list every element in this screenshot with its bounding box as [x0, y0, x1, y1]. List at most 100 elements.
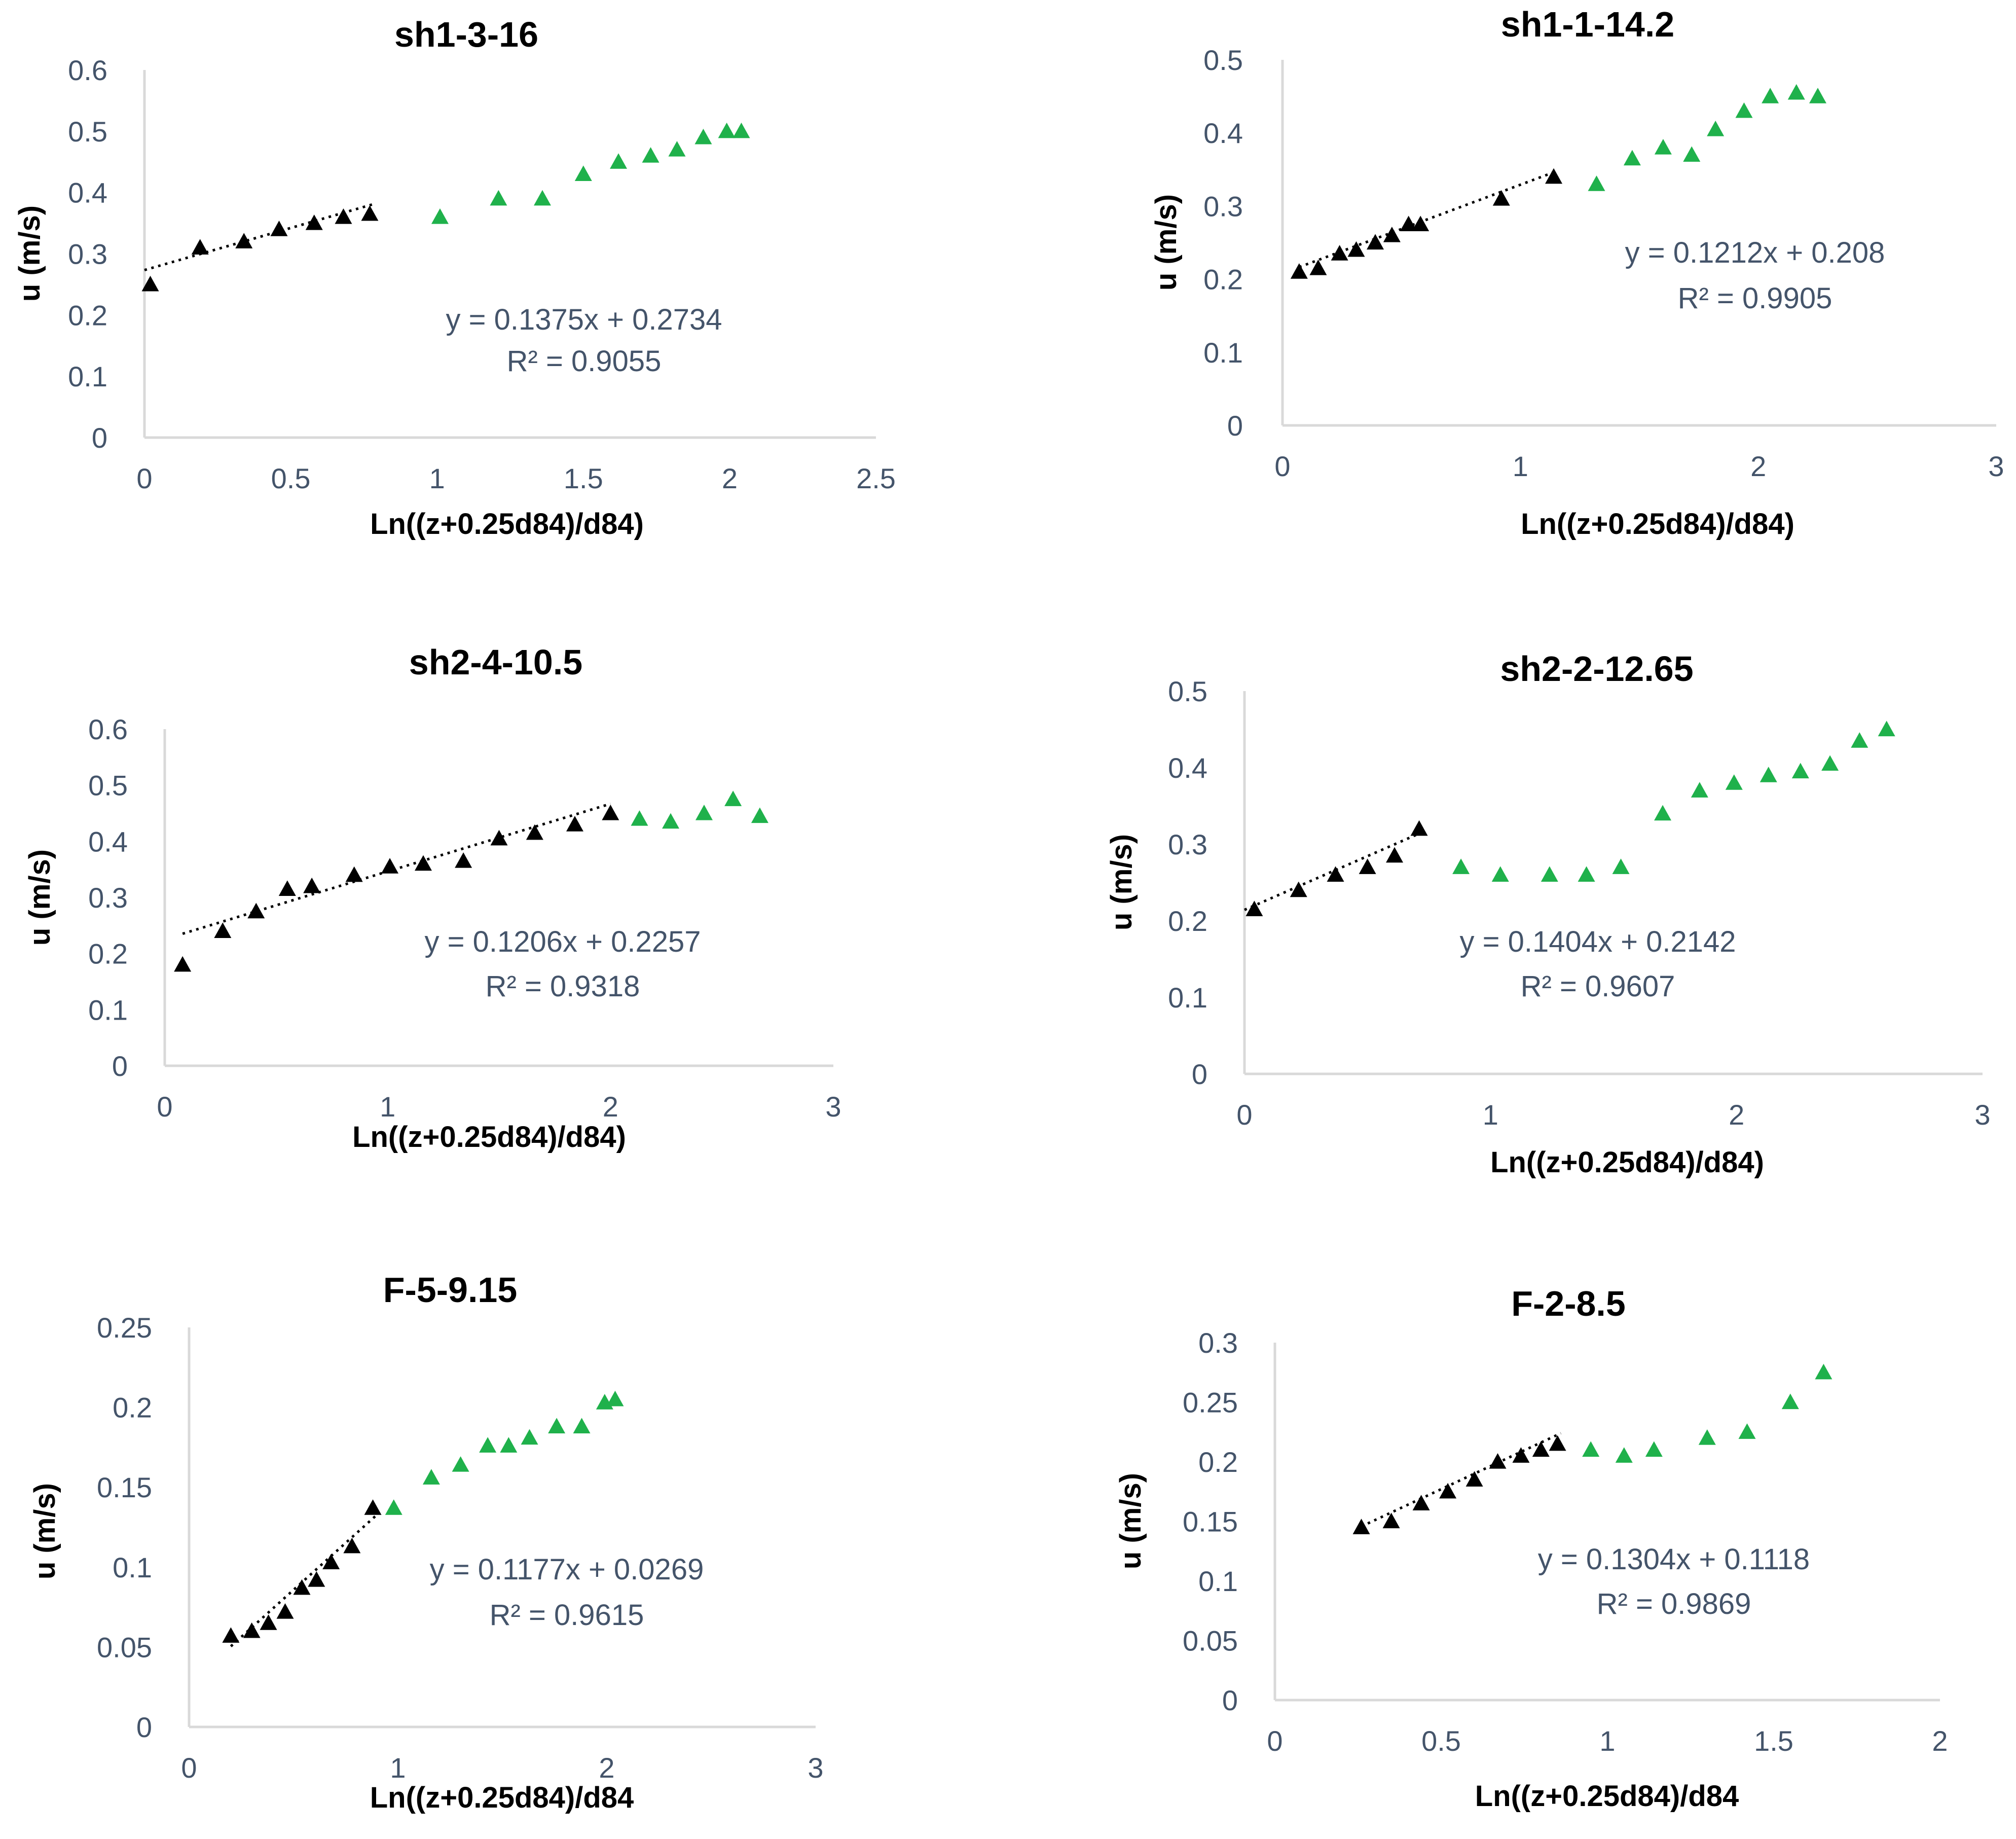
- trendline: [1298, 171, 1554, 269]
- outer-layer-point: [1698, 1429, 1716, 1445]
- r-squared-label: R² = 0.9055: [507, 345, 662, 378]
- y-tick-label: 0.5: [68, 116, 107, 148]
- chart-panel-3: sh2-4-10.5 0 0.1 0.2 0.3 0.4 0.5 0.6 0 1 2 3 Ln((z+0…: [23, 642, 841, 1153]
- outer-layer-point: [662, 813, 680, 829]
- y-tick-label: 0.05: [97, 1631, 152, 1663]
- outer-layer-point: [1821, 755, 1839, 771]
- trendline: [144, 203, 373, 272]
- x-tick-label: 3: [808, 1752, 823, 1784]
- log-layer-point: [1245, 900, 1263, 916]
- x-axis-label: Ln((z+0.25d84)/d84: [370, 1781, 634, 1814]
- outer-layer-point: [1612, 858, 1630, 874]
- y-tick-label: 0.3: [68, 238, 107, 270]
- x-tick-label: 1: [390, 1752, 406, 1784]
- outer-layer-point: [431, 208, 449, 224]
- outer-layer-point: [1582, 1441, 1600, 1457]
- chart-title: F-2-8.5: [1511, 1284, 1626, 1323]
- y-tick-label: 0.1: [68, 360, 107, 392]
- y-tick-label: 0.4: [88, 825, 128, 857]
- log-layer-point: [1347, 241, 1365, 257]
- r-squared-label: R² = 0.9318: [486, 970, 640, 1003]
- y-tick-label: 0.25: [97, 1312, 152, 1344]
- y-tick-label: 0.1: [113, 1552, 152, 1583]
- x-tick-label: 1: [380, 1091, 395, 1123]
- y-tick-label: 0.1: [1203, 337, 1243, 369]
- y-axis-label: u (m/s): [23, 849, 56, 946]
- y-tick-label: 0: [112, 1050, 128, 1082]
- log-layer-point: [1382, 1512, 1400, 1529]
- outer-layer-point: [1654, 805, 1672, 821]
- x-tick-label: 2: [1932, 1725, 1948, 1757]
- x-tick-label: 0: [181, 1752, 197, 1784]
- outer-layer-point: [1738, 1423, 1756, 1439]
- r-squared-label: R² = 0.9607: [1521, 970, 1675, 1003]
- x-tick-label: 2: [603, 1091, 618, 1123]
- chart-title: F-5-9.15: [383, 1270, 518, 1310]
- trendline-equation: y = 0.1177x + 0.0269: [430, 1553, 704, 1586]
- log-layer-point: [1532, 1441, 1550, 1457]
- y-tick-label: 0.2: [68, 299, 107, 331]
- y-tick-label: 0.5: [1168, 675, 1207, 707]
- log-layer-point: [1367, 234, 1384, 250]
- outer-layer-point: [1791, 763, 1809, 779]
- chart-panel-1: sh1-3-16 0 0.1 0.2 0.3 0.4 0.5 0.6 0 0.5 1 1.5 2 2.5 L…: [13, 15, 896, 540]
- outer-layer-point: [1707, 120, 1725, 136]
- x-axis-label: Ln((z+0.25d84)/d84: [1475, 1780, 1739, 1813]
- chart-panel-6: F-2-8.5 0 0.05 0.1 0.15 0.2 0.25 0.3 0 0.5 1 1.5 2 Ln…: [1114, 1284, 1948, 1813]
- trendline: [230, 1513, 378, 1647]
- trendline-equation: y = 0.1304x + 0.1118: [1538, 1543, 1810, 1576]
- y-tick-label: 0: [1227, 410, 1243, 442]
- outer-layer-point: [1787, 84, 1805, 100]
- outer-layer-point: [521, 1429, 538, 1445]
- outer-layer-point: [1491, 866, 1509, 882]
- y-tick-label: 0: [136, 1711, 152, 1743]
- y-tick-label: 0.5: [88, 770, 128, 802]
- outer-layer-point: [1654, 139, 1672, 155]
- x-tick-label: 1: [1513, 450, 1528, 482]
- x-tick-label: 3: [1988, 450, 2004, 482]
- outer-layer-point: [1645, 1441, 1663, 1457]
- log-layer-point: [1512, 1447, 1530, 1463]
- y-tick-label: 0.5: [1203, 44, 1243, 76]
- chart-panel-2: sh1-1-14.2 0 0.1 0.2 0.3 0.4 0.5 0 1 2 3 Ln((z+0.25…: [1150, 5, 2004, 540]
- y-tick-label: 0.15: [97, 1471, 152, 1503]
- outer-layer-point: [422, 1469, 440, 1485]
- trendline: [182, 802, 611, 935]
- log-layer-point: [1439, 1483, 1457, 1499]
- outer-layer-point: [1541, 866, 1558, 882]
- y-axis-label: u (m/s): [13, 205, 46, 302]
- log-layer-point: [361, 205, 379, 221]
- y-axis-label: u (m/s): [28, 1483, 61, 1579]
- log-layer-point: [381, 858, 399, 874]
- log-layer-point: [270, 221, 288, 236]
- log-layer-point: [1331, 245, 1348, 261]
- trendline: [1243, 832, 1420, 911]
- x-tick-label: 0: [1267, 1725, 1282, 1757]
- outer-layer-point: [694, 128, 712, 145]
- x-tick-label: 0: [1236, 1099, 1252, 1131]
- outer-layer-point: [1809, 88, 1826, 103]
- log-layer-point: [602, 805, 619, 820]
- log-layer-point: [335, 208, 352, 224]
- log-layer-point: [1549, 1435, 1566, 1451]
- x-tick-label: 2.5: [856, 462, 896, 494]
- y-tick-label: 0.6: [88, 713, 128, 745]
- y-tick-label: 0.2: [1168, 905, 1207, 937]
- log-layer-point: [191, 239, 209, 255]
- log-layer-point: [1290, 263, 1308, 279]
- y-tick-label: 0.3: [88, 882, 128, 914]
- y-tick-label: 0.4: [1203, 117, 1243, 149]
- x-tick-label: 3: [825, 1091, 841, 1123]
- outer-layer-point: [574, 165, 592, 182]
- x-tick-label: 1: [1483, 1099, 1498, 1131]
- outer-layer-point: [479, 1437, 497, 1453]
- trendline-equation: y = 0.1212x + 0.208: [1625, 236, 1885, 269]
- outer-layer-point: [606, 1390, 624, 1407]
- x-tick-label: 0.5: [271, 462, 311, 494]
- outer-layer-point: [1683, 146, 1701, 162]
- log-layer-point: [1359, 858, 1376, 874]
- trendline-equation: y = 0.1404x + 0.2142: [1460, 925, 1736, 958]
- log-layer-point: [1489, 1453, 1507, 1469]
- chart-title: sh2-2-12.65: [1500, 649, 1693, 689]
- y-tick-label: 0.3: [1198, 1327, 1238, 1359]
